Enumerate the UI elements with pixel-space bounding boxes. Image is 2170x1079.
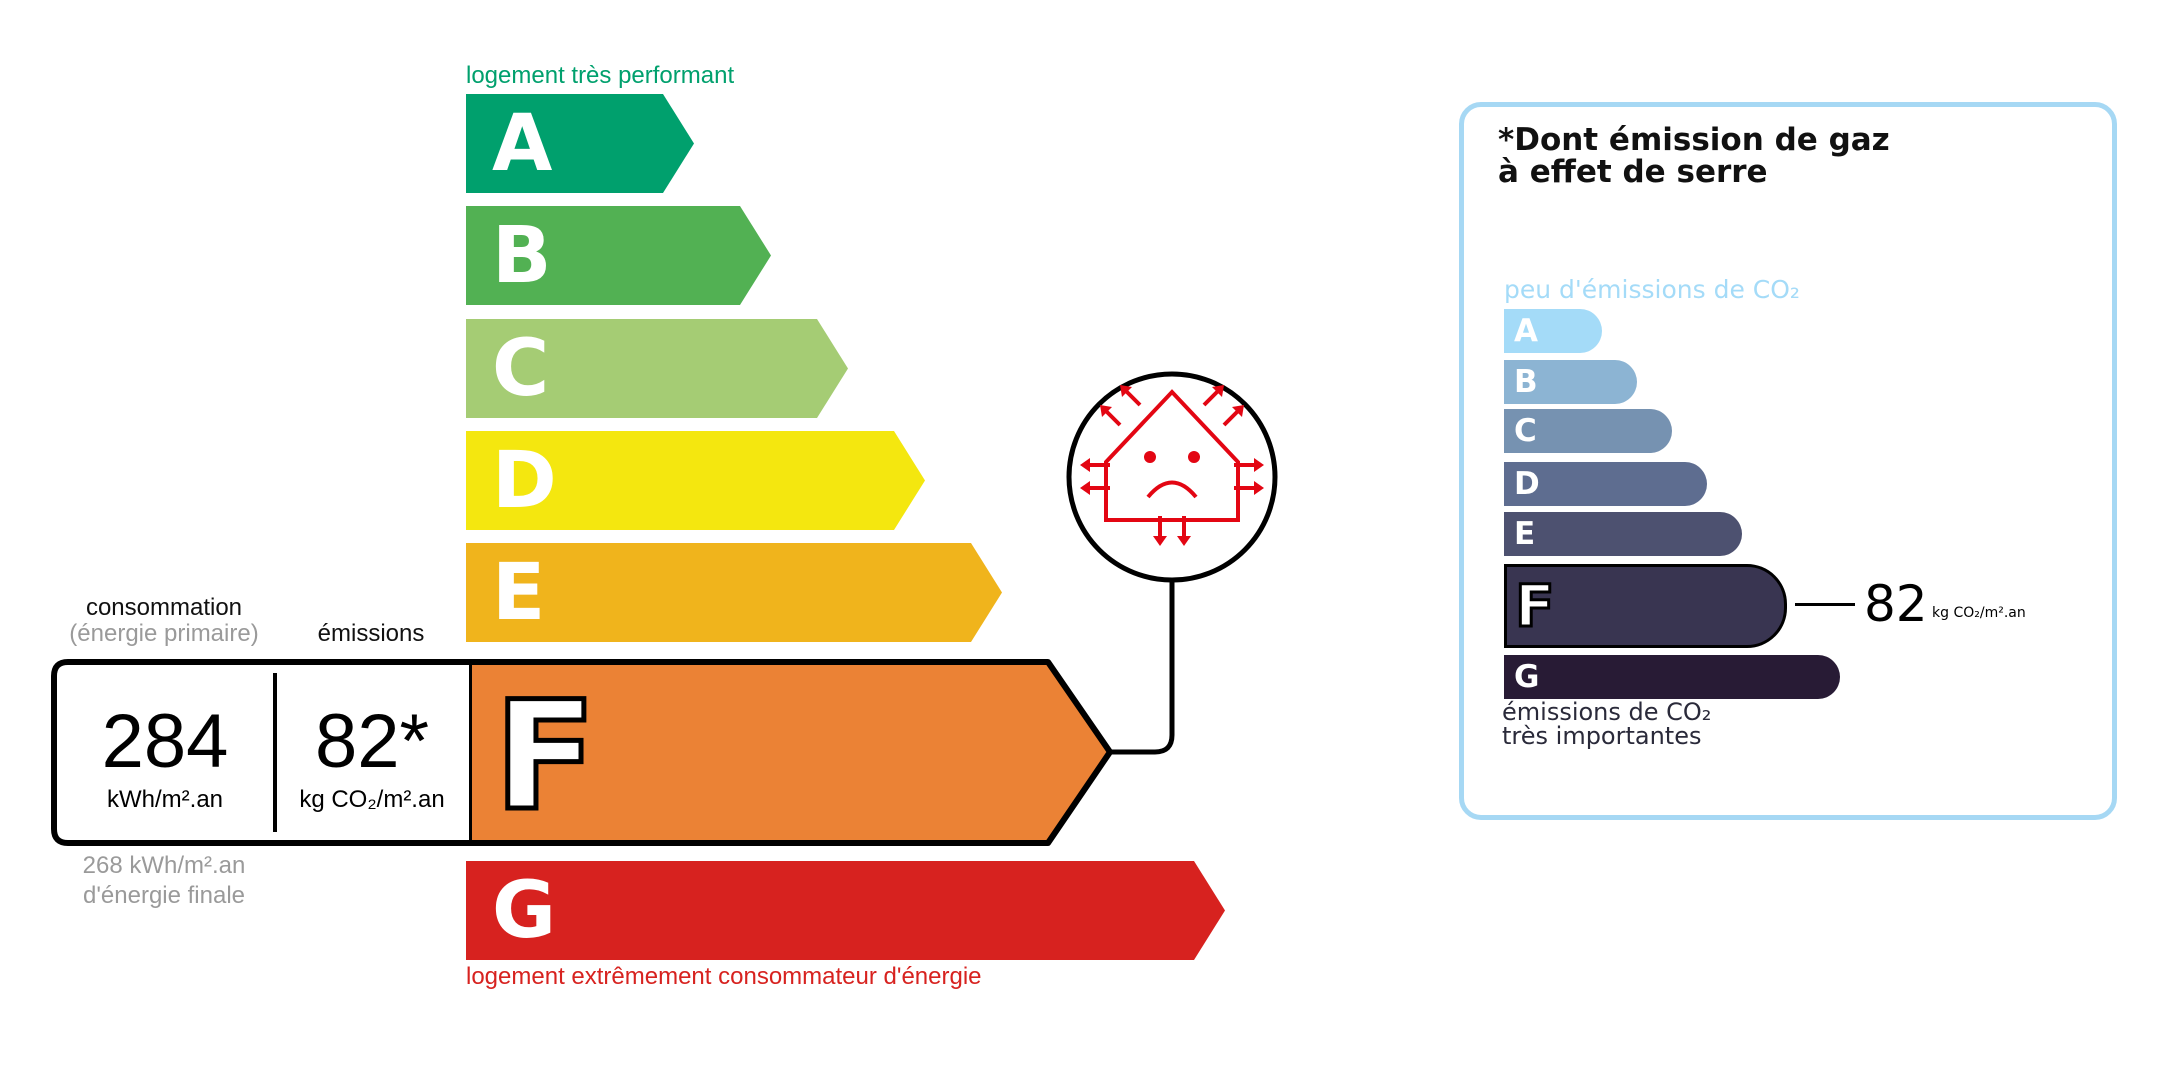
class-letter: G <box>1514 659 1540 695</box>
ges-unit: kg CO₂/m².an <box>1932 605 2026 621</box>
bottom-label: logement extrêmement consommateur d'éner… <box>466 963 982 990</box>
poorly-insulated-house-sad-icon <box>1066 371 1278 583</box>
class-letter: C <box>1514 413 1537 449</box>
ges-title-line1: *Dont émission de gaz <box>1498 122 1890 158</box>
emissions-label: émissions <box>317 620 425 647</box>
class-letter: C <box>492 324 550 414</box>
class-letter: E <box>1514 516 1536 552</box>
class-letter: A <box>1514 313 1538 349</box>
energy-class-d: D <box>466 431 925 530</box>
ges-value: 82 <box>1864 575 1928 633</box>
ges-class-g: G <box>1504 655 1840 699</box>
ges-class-c: C <box>1504 409 1672 453</box>
ges-bottom-label-line1: émissions de CO₂ <box>1502 698 1712 726</box>
class-letter: B <box>492 211 552 301</box>
top-label: logement très performant <box>466 62 735 89</box>
ges-panel <box>1459 102 2117 820</box>
consumption-unit: kWh/m².an <box>106 786 224 813</box>
consumption-sublabel: (énergie primaire) <box>69 620 259 647</box>
current-class-letter: F <box>491 670 598 845</box>
energy-class-a: A <box>466 94 694 193</box>
class-letter: D <box>492 436 557 526</box>
ges-class-f-current: F <box>1504 564 1787 648</box>
energy-class-e: E <box>466 543 1002 642</box>
class-letter: G <box>492 866 557 956</box>
class-letter: A <box>492 99 553 189</box>
current-class-letter: F <box>1514 572 1557 641</box>
ges-top-label: peu d'émissions de CO₂ <box>1504 275 1800 304</box>
ges-class-e: E <box>1504 512 1742 556</box>
consumption-value: 284 <box>101 699 229 784</box>
energy-class-b: B <box>466 206 771 305</box>
ges-bottom-label: émissions de CO₂ très importantes <box>1502 700 1711 748</box>
energy-class-g: G <box>466 861 1225 960</box>
value-box <box>51 659 469 846</box>
ges-title: *Dont émission de gaz à effet de serre <box>1498 124 1890 188</box>
emissions-value: 82* <box>314 699 430 784</box>
ges-bottom-label-line2: très importantes <box>1502 722 1702 750</box>
energy-class-c: C <box>466 319 848 418</box>
ges-class-d: D <box>1504 462 1707 506</box>
value-pointer-line <box>1795 603 1855 606</box>
class-letter: B <box>1514 364 1538 400</box>
class-letter: E <box>492 548 546 638</box>
final-energy-value: 268 kWh/m².an <box>82 852 246 879</box>
consumption-label: consommation <box>85 594 243 621</box>
ges-title-line2: à effet de serre <box>1498 154 1768 190</box>
connector-line <box>1110 582 1175 755</box>
energy-class-f <box>466 659 1113 846</box>
final-energy-label: d'énergie finale <box>82 882 246 909</box>
class-letter: D <box>1514 466 1540 502</box>
emissions-unit: kg CO₂/m².an <box>299 786 445 813</box>
ges-class-a: A <box>1504 309 1602 353</box>
ges-class-b: B <box>1504 360 1637 404</box>
